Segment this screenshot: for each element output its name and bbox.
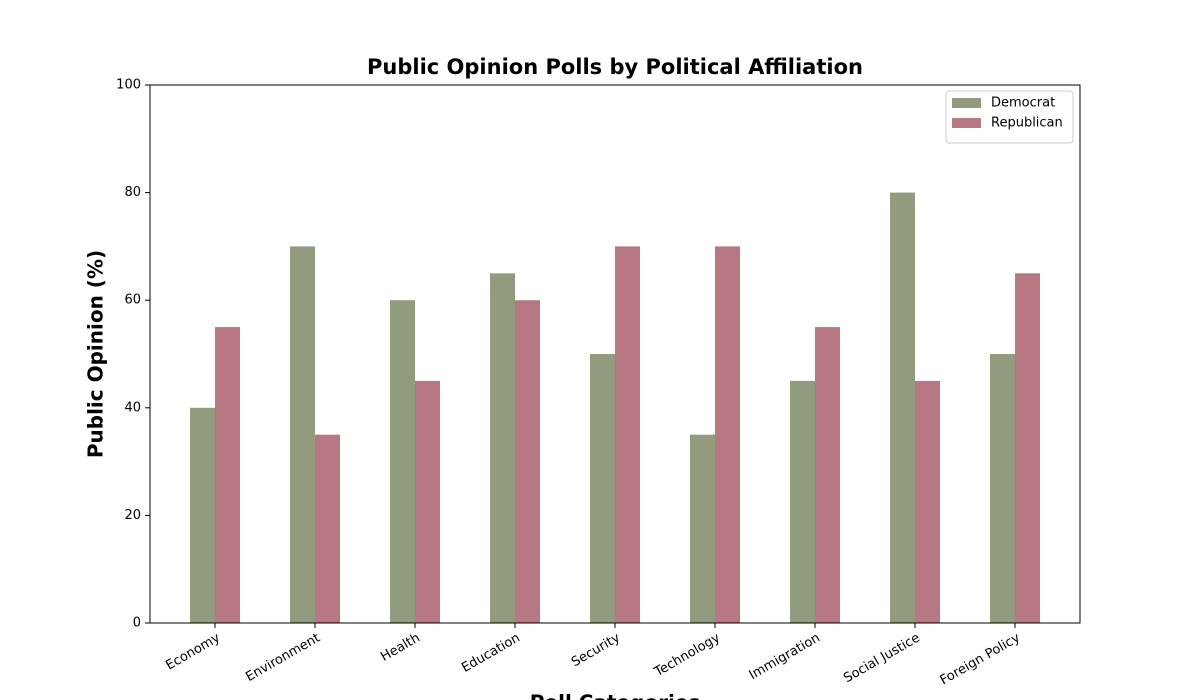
legend-label: Republican	[991, 116, 1063, 131]
x-tick-label: Technology	[651, 630, 723, 680]
y-tick-label: 20	[124, 508, 141, 523]
x-tick-label: Security	[569, 630, 623, 670]
bar	[390, 300, 415, 623]
bar	[715, 246, 740, 623]
x-tick-label: Environment	[243, 631, 322, 685]
bar	[190, 407, 215, 623]
bar	[890, 192, 915, 623]
y-axis-label: Public Opinion (%)	[84, 250, 108, 458]
bar	[615, 246, 640, 623]
bar	[790, 380, 815, 623]
bar	[515, 300, 540, 623]
legend-swatch	[952, 98, 981, 108]
legend: Democrat Republican	[945, 90, 1074, 144]
bar	[490, 273, 515, 623]
y-tick-label: 60	[124, 293, 141, 308]
y-tick-label: 100	[116, 78, 141, 93]
bar	[590, 354, 615, 623]
bar	[990, 354, 1015, 623]
plot-frame	[149, 84, 1081, 624]
bar	[415, 380, 440, 623]
bar	[690, 434, 715, 623]
chart-title: Public Opinion Polls by Political Affili…	[367, 55, 863, 79]
legend-swatch	[952, 118, 981, 128]
legend-label: Democrat	[991, 96, 1055, 111]
bar	[290, 246, 315, 623]
y-tick-label: 80	[124, 185, 141, 200]
x-tick-label: Foreign Policy	[938, 630, 1023, 688]
bar	[915, 380, 940, 623]
x-tick-label: Social Justice	[841, 631, 922, 687]
y-tick-label: 40	[124, 400, 141, 415]
x-tick-label: Education	[459, 631, 523, 676]
x-tick-label: Health	[378, 631, 422, 665]
bar	[1015, 273, 1040, 623]
bar	[215, 327, 240, 623]
bar	[315, 434, 340, 623]
x-axis-label: Poll Categories	[530, 691, 701, 700]
y-tick-label: 0	[133, 616, 141, 631]
bar	[815, 327, 840, 623]
x-tick-label: Immigration	[747, 631, 823, 684]
x-tick-label: Economy	[163, 630, 223, 673]
